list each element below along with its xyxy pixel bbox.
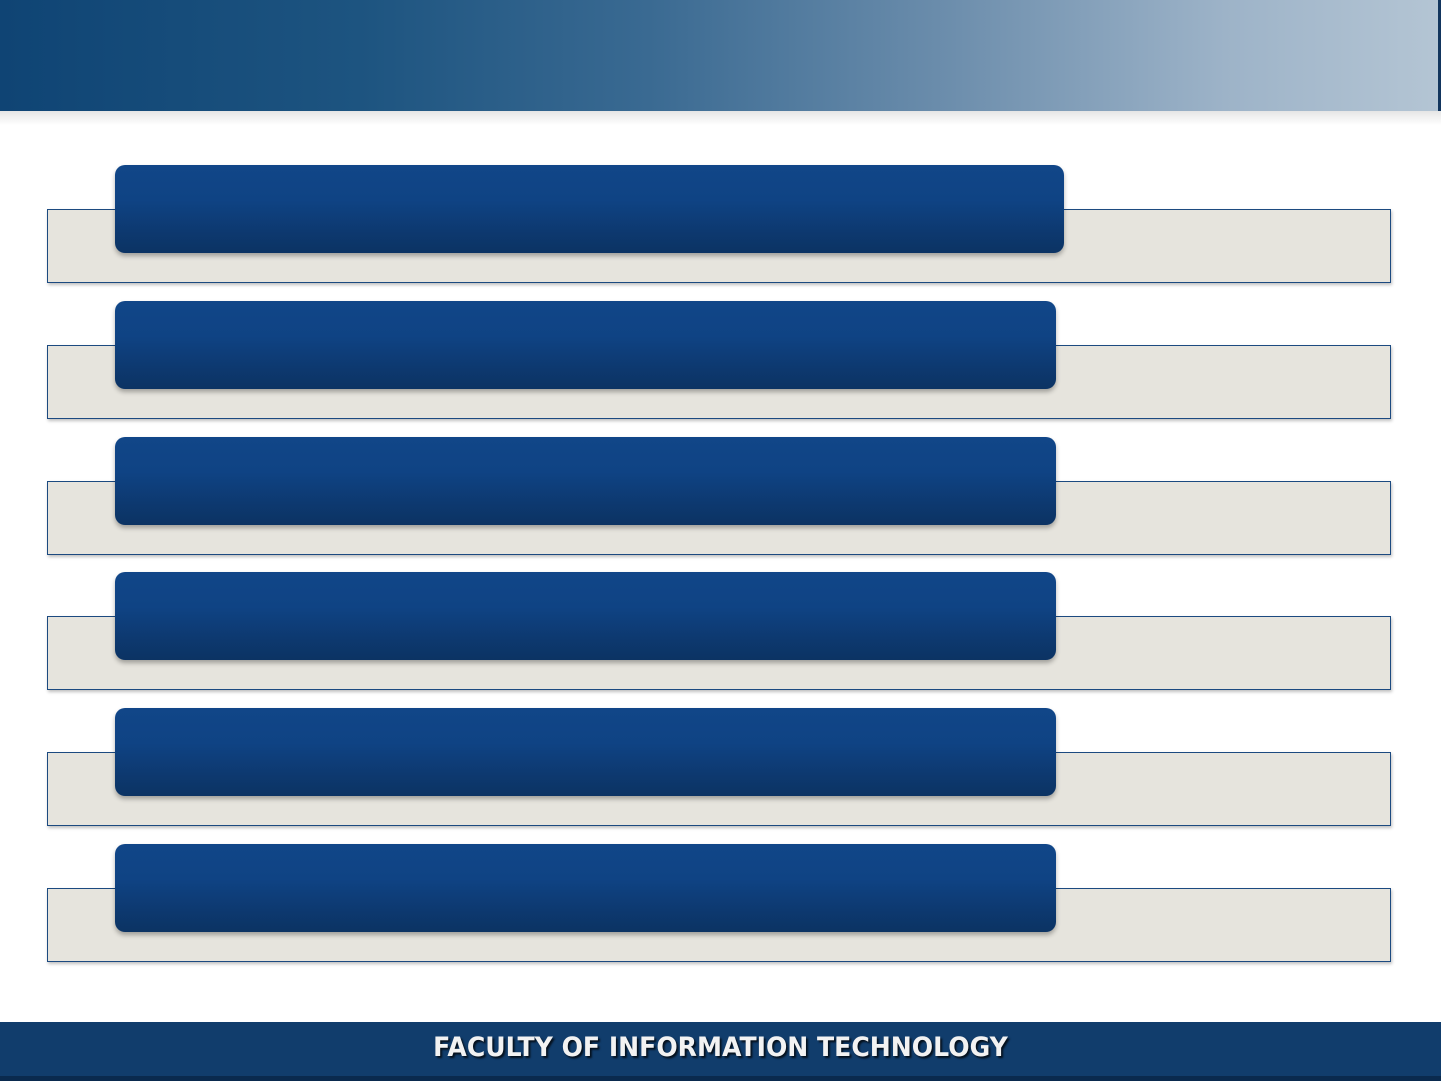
item-label-bar: [115, 844, 1056, 932]
item-label: [115, 572, 1056, 660]
item-label-bar: [115, 572, 1056, 660]
item-label: [115, 301, 1056, 389]
item-label-bar: [115, 708, 1056, 796]
item-label: [115, 165, 1064, 253]
item-label: [115, 708, 1056, 796]
footer-band: [0, 1022, 1441, 1081]
footer-bottom-line: [0, 1076, 1441, 1081]
list-item: [0, 301, 1441, 431]
header-band: [0, 0, 1441, 111]
list-item: [0, 844, 1441, 974]
header-shadow: [0, 111, 1441, 125]
item-label: [115, 844, 1056, 932]
list-item: [0, 437, 1441, 567]
item-label-bar: [115, 301, 1056, 389]
list-item: [0, 165, 1441, 295]
item-label-bar: [115, 165, 1064, 253]
item-label-bar: [115, 437, 1056, 525]
item-label: [115, 437, 1056, 525]
list-item: [0, 708, 1441, 838]
footer-title: FACULTY OF INFORMATION TECHNOLOGY: [433, 1032, 1008, 1063]
list-item: [0, 572, 1441, 702]
